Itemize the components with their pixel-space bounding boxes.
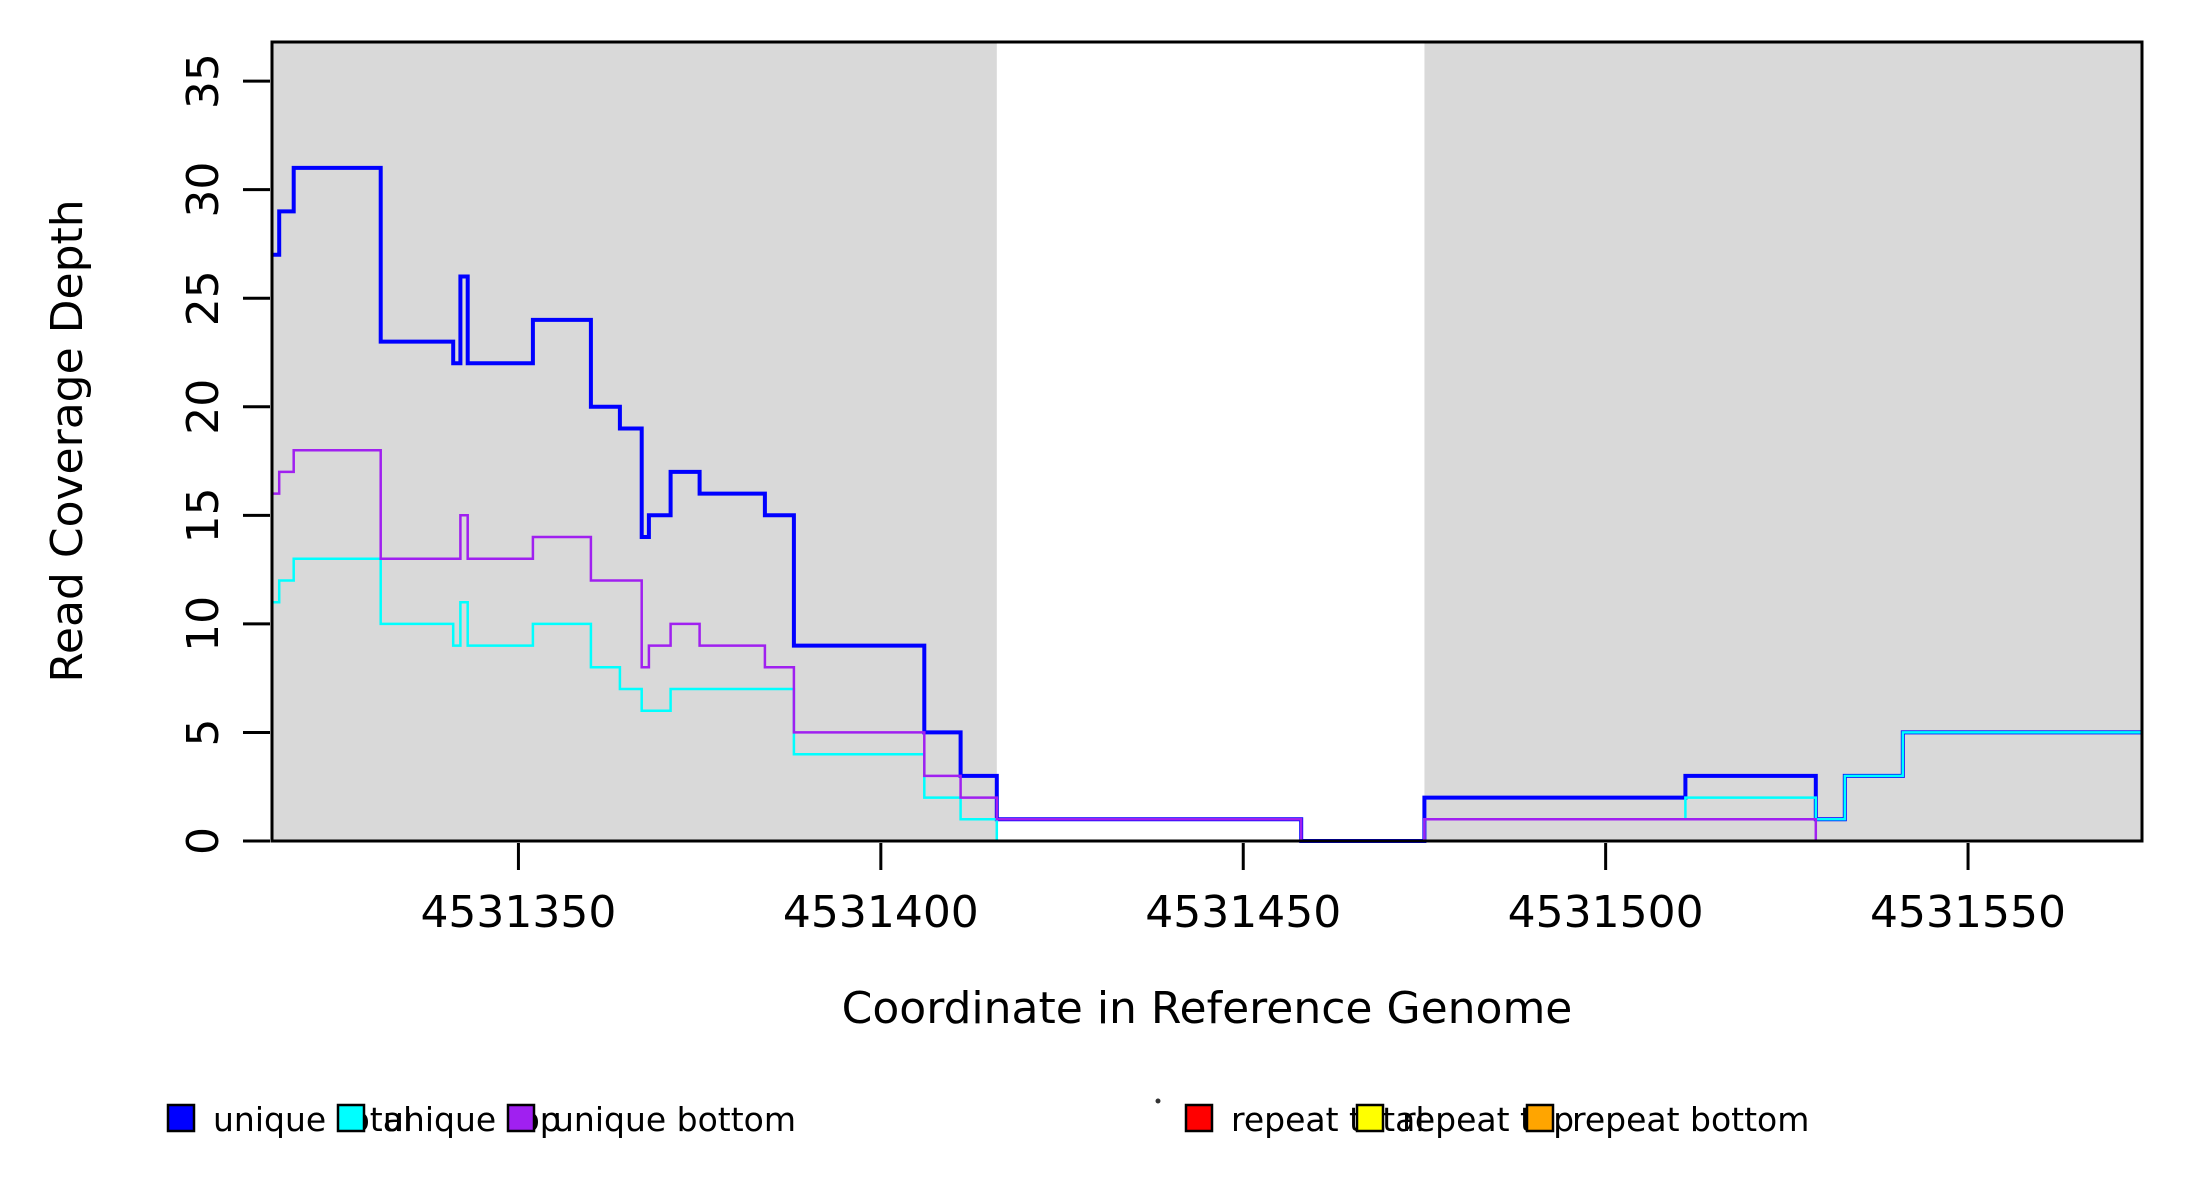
y-axis-label: Read Coverage Depth (42, 199, 93, 682)
legend-label-unique-total: unique total (213, 1100, 412, 1139)
series-line-unique-top (272, 557, 2142, 843)
x-tick-label: 4531500 (1508, 887, 1704, 938)
stray-mark (1155, 1098, 1161, 1104)
y-tick-label: 0 (178, 827, 229, 855)
x-tick-label: 4531450 (1145, 887, 1341, 938)
legend-swatch-unique-bottom (506, 1103, 536, 1133)
y-tick-label: 10 (178, 596, 229, 652)
legend-label-repeat-bottom: repeat bottom (1572, 1100, 1809, 1139)
legend-swatch-unique-top (336, 1103, 366, 1133)
y-tick-label: 30 (178, 162, 229, 218)
y-tick-label: 35 (178, 53, 229, 109)
legend-label-unique-bottom: unique bottom (553, 1100, 796, 1139)
x-tick-label: 4531350 (420, 887, 616, 938)
plot-border-box (270, 40, 2144, 843)
coverage-shaded-region-2 (1424, 42, 2142, 841)
legend-swatch-unique-total (166, 1103, 196, 1133)
legend-swatch-repeat-bottom (1525, 1103, 1555, 1133)
legend-swatch-repeat-top (1355, 1103, 1385, 1133)
y-tick-label: 20 (178, 379, 229, 435)
legend-label-repeat-total: repeat total (1231, 1100, 1425, 1139)
legend-swatch-repeat-total (1184, 1103, 1214, 1133)
y-tick-label: 5 (178, 718, 229, 746)
y-tick-label: 15 (178, 487, 229, 543)
x-axis-label: Coordinate in Reference Genome (842, 983, 1573, 1034)
axes-group: 4531350 4531400 4531450 4531500 4531550 0 5 10 1… (42, 53, 2066, 1034)
series-line-unique-bottom (272, 448, 2142, 843)
coverage-shaded-region-1 (272, 42, 997, 841)
x-tick-label: 4531400 (783, 887, 979, 938)
y-tick-label: 25 (178, 270, 229, 326)
series-line-unique-total (272, 165, 2142, 843)
x-tick-label: 4531550 (1870, 887, 2066, 938)
shaded-regions-group (272, 42, 2142, 841)
